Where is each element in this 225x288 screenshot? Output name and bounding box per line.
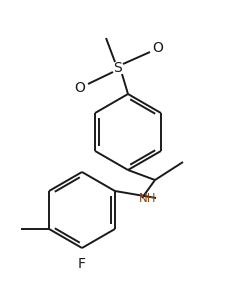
Text: F: F bbox=[78, 257, 86, 271]
Text: S: S bbox=[114, 61, 122, 75]
Text: NH: NH bbox=[139, 192, 157, 204]
Text: O: O bbox=[153, 41, 163, 55]
Text: O: O bbox=[74, 81, 86, 95]
